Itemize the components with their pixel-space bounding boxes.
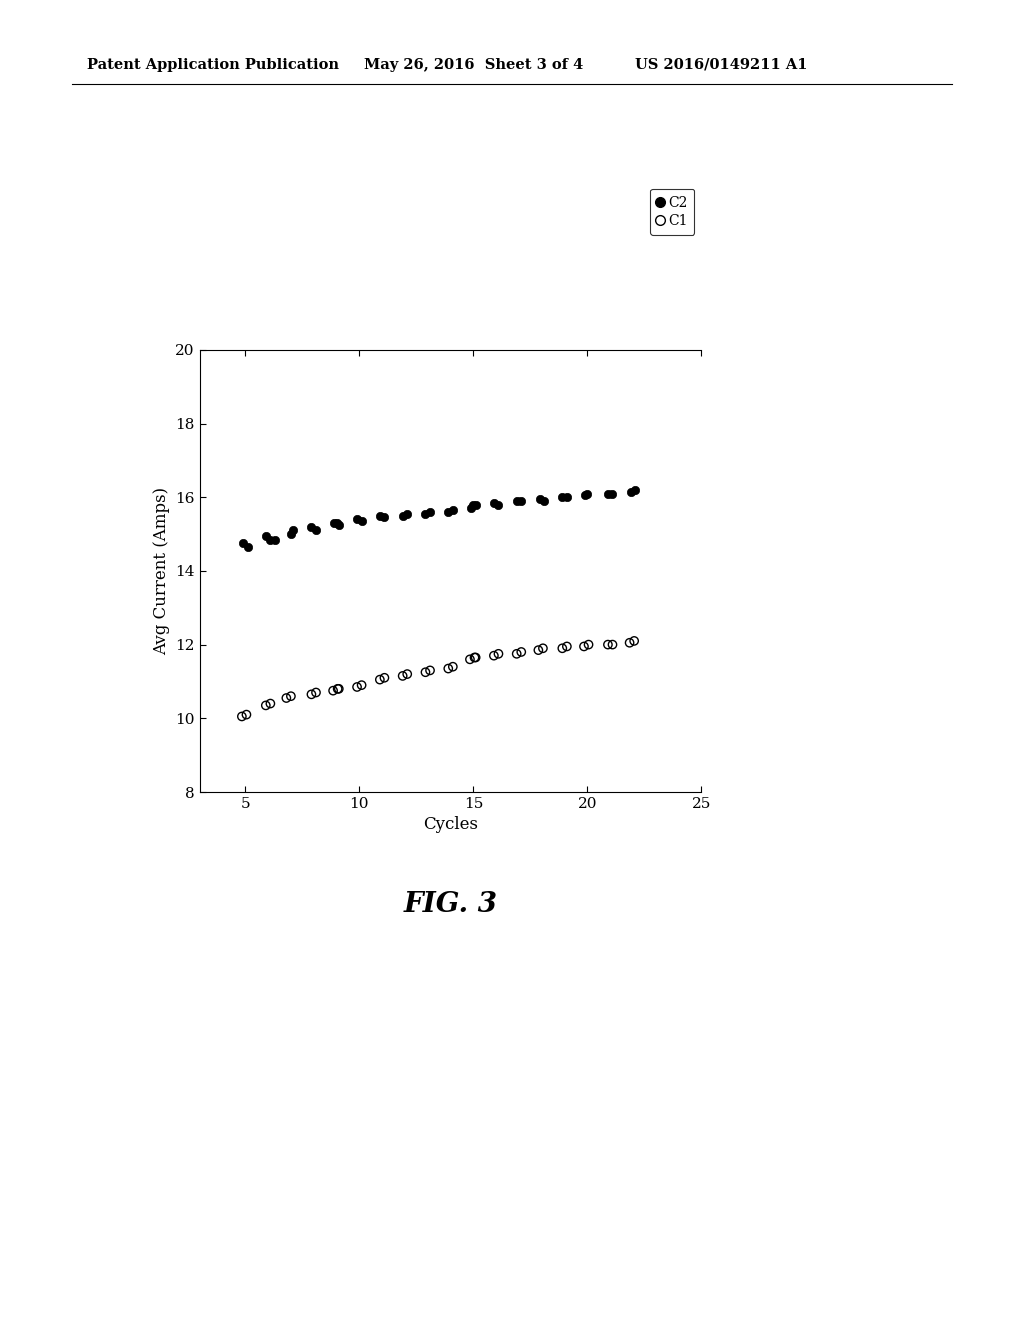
- Point: [530, 640, 547, 661]
- Point: [326, 512, 342, 533]
- Point: [604, 483, 621, 504]
- Point: [577, 484, 593, 506]
- Point: [353, 675, 370, 696]
- Point: [513, 642, 529, 663]
- Point: [399, 503, 416, 524]
- Text: US 2016/0149211 A1: US 2016/0149211 A1: [635, 58, 807, 71]
- Point: [353, 511, 370, 532]
- Point: [554, 638, 570, 659]
- Y-axis label: Avg Current (Amps): Avg Current (Amps): [153, 487, 170, 655]
- Point: [422, 502, 438, 523]
- Point: [600, 483, 616, 504]
- Point: [485, 492, 502, 513]
- Point: [349, 676, 366, 697]
- Point: [440, 502, 457, 523]
- Point: [444, 499, 461, 520]
- Point: [467, 647, 484, 668]
- Point: [325, 680, 341, 701]
- Point: [622, 632, 638, 653]
- Point: [266, 529, 283, 550]
- Point: [349, 508, 366, 529]
- Point: [535, 638, 551, 659]
- Point: [330, 678, 346, 700]
- Point: [627, 479, 643, 500]
- Point: [303, 684, 319, 705]
- Point: [329, 512, 345, 533]
- Point: [559, 636, 575, 657]
- Point: [422, 660, 438, 681]
- Point: [258, 694, 274, 715]
- Point: [509, 490, 525, 511]
- Point: [580, 483, 596, 504]
- Point: [554, 487, 570, 508]
- Point: [485, 645, 502, 667]
- Point: [418, 661, 434, 682]
- Point: [626, 631, 642, 652]
- Point: [581, 634, 597, 655]
- Point: [308, 520, 325, 541]
- Point: [623, 480, 639, 502]
- Point: [490, 494, 507, 515]
- Point: [262, 529, 279, 550]
- Point: [531, 488, 548, 510]
- Point: [239, 704, 255, 725]
- Point: [262, 693, 279, 714]
- Point: [285, 520, 301, 541]
- Point: [394, 506, 411, 527]
- Point: [233, 706, 250, 727]
- Point: [467, 494, 484, 515]
- Point: [234, 533, 251, 554]
- Point: [418, 503, 434, 524]
- Point: [303, 516, 319, 537]
- Point: [283, 524, 299, 545]
- Point: [258, 525, 274, 546]
- Text: FIG. 3: FIG. 3: [403, 891, 498, 917]
- Point: [399, 664, 416, 685]
- Point: [308, 682, 325, 704]
- Point: [240, 536, 256, 557]
- Point: [513, 490, 529, 511]
- Text: May 26, 2016  Sheet 3 of 4: May 26, 2016 Sheet 3 of 4: [364, 58, 583, 71]
- Point: [331, 678, 347, 700]
- Point: [283, 685, 299, 706]
- Point: [372, 506, 388, 527]
- Point: [463, 498, 479, 519]
- Text: Patent Application Publication: Patent Application Publication: [87, 58, 339, 71]
- Point: [465, 494, 481, 515]
- Legend: C2, C1: C2, C1: [650, 189, 694, 235]
- Point: [509, 643, 525, 664]
- Point: [466, 647, 482, 668]
- Point: [604, 634, 621, 655]
- Point: [372, 669, 388, 690]
- Point: [331, 515, 347, 536]
- Point: [462, 648, 478, 669]
- X-axis label: Cycles: Cycles: [423, 816, 478, 833]
- Point: [376, 667, 392, 688]
- Point: [575, 636, 592, 657]
- Point: [600, 634, 616, 655]
- Point: [440, 657, 457, 678]
- Point: [376, 507, 392, 528]
- Point: [559, 487, 575, 508]
- Point: [490, 643, 507, 664]
- Point: [279, 688, 295, 709]
- Point: [536, 490, 552, 511]
- Point: [394, 665, 411, 686]
- Point: [444, 656, 461, 677]
